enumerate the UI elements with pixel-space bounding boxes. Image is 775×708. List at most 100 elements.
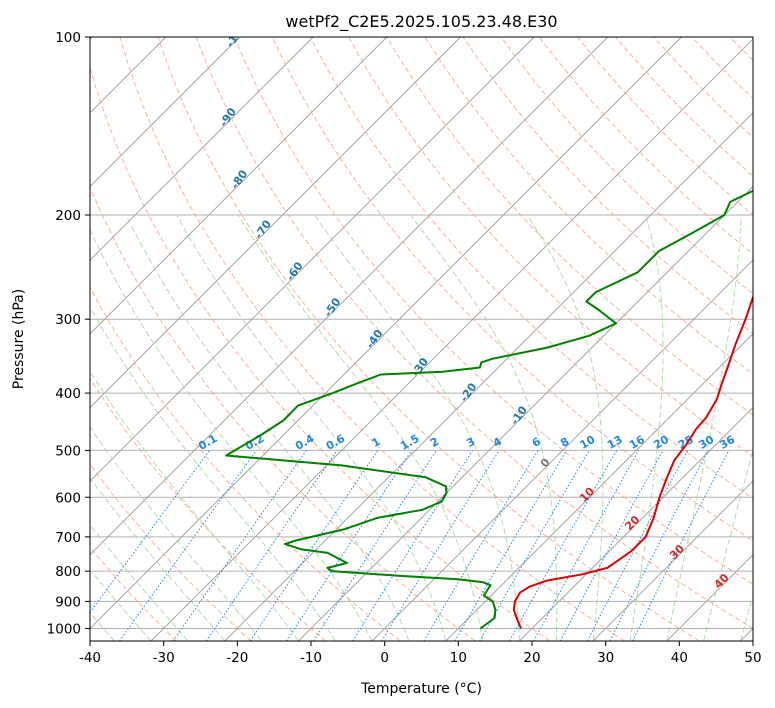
mixing-ratio-line	[609, 450, 709, 641]
mixing-ratio-line	[172, 450, 307, 641]
dry-adiabat-line	[195, 37, 753, 630]
x-tick-label: -30	[153, 650, 175, 666]
dry-adiabat-line	[348, 37, 753, 457]
mixing-ratio-label: 0.4	[293, 432, 317, 453]
dry-adiabat-line	[462, 37, 753, 335]
x-tick-label: -40	[79, 650, 101, 666]
moist-adiabat-line	[90, 305, 336, 641]
mixing-ratio-label: 30	[697, 433, 717, 452]
isotherm-line	[592, 480, 753, 641]
moist-adiabat-line	[90, 477, 226, 641]
mixing-ratio-line	[509, 450, 618, 641]
y-tick-label: 300	[55, 312, 81, 328]
plot-frame	[89, 36, 754, 642]
isotherm-line	[224, 112, 753, 641]
dry-adiabat-line	[691, 37, 753, 100]
chart-title: wetPf2_C2E5.2025.105.23.48.E30	[285, 12, 557, 32]
dry-adiabat-label: -80	[228, 167, 250, 191]
isotherm-line	[90, 37, 609, 556]
dry-adiabat-label: -70	[252, 217, 274, 241]
dry-adiabat-line	[119, 37, 625, 641]
mixing-ratio-line	[559, 450, 664, 641]
mixing-ratio-label: 0.1	[196, 432, 219, 453]
dry-adiabat-line	[90, 286, 401, 641]
dry-adiabat-line	[90, 377, 327, 641]
mixing-ratio-label: 16	[627, 433, 647, 452]
moist-adiabat-label: 40	[712, 571, 732, 591]
moist-adiabat-line	[314, 214, 520, 641]
mixing-ratio-line	[205, 450, 338, 641]
dry-adiabat-line	[90, 463, 252, 641]
y-tick-label: 700	[55, 530, 81, 546]
isotherm-line	[90, 37, 240, 188]
mixing-ratio-line	[381, 450, 500, 641]
dry-adiabat-line	[271, 37, 753, 542]
dry-adiabat-line	[90, 66, 551, 641]
moist-adiabat-line	[526, 214, 604, 641]
y-tick-label: 100	[55, 30, 81, 46]
mixing-ratio-line	[249, 450, 379, 641]
moist-adiabat-line	[703, 448, 753, 641]
isotherm-line	[445, 333, 753, 641]
isotherm-line	[519, 406, 753, 641]
dry-adiabat-line	[90, 546, 177, 641]
y-tick-label: 600	[55, 490, 81, 506]
moist-adiabat-line	[410, 214, 558, 641]
moist-adiabat-line	[237, 214, 484, 641]
moist-adiabat-line	[90, 426, 262, 641]
dry-adiabat-label: -30	[409, 355, 431, 379]
dry-adiabat-label: -40	[363, 327, 385, 351]
moist-adiabat-line	[666, 214, 742, 641]
plot-area: 0.1 0.2 0.4 0.6 1 1.5 2 3 4 6 8 10 13 16 20 25 30 36-100-…	[90, 20, 775, 641]
dry-adiabat-line	[500, 37, 753, 295]
dry-adiabat-line	[90, 185, 476, 641]
dry-adiabat-label: -20	[457, 380, 479, 404]
dry-adiabat-line	[615, 37, 753, 177]
isotherm-line	[740, 627, 753, 641]
y-tick-label: 400	[55, 386, 81, 402]
x-tick-label: 30	[597, 650, 614, 666]
x-tick-label: 10	[450, 650, 467, 666]
dry-adiabat-label: -60	[284, 259, 306, 283]
mixing-ratio-label: 20	[651, 433, 671, 452]
dry-adiabat-line	[310, 37, 753, 499]
moist-adiabat-label: 20	[622, 513, 642, 533]
x-axis-title: Temperature (°C)	[360, 681, 482, 697]
y-tick-label: 1000	[47, 621, 81, 637]
isotherm-line	[90, 37, 682, 630]
y-tick-label: 200	[55, 208, 81, 224]
dry-adiabat-line	[233, 37, 753, 585]
dry-adiabat-label: -90	[217, 105, 239, 129]
moist-adiabat-line	[90, 370, 299, 641]
mixing-ratio-label: 1.5	[398, 432, 421, 453]
isotherm-line	[90, 37, 461, 409]
dry-adiabat-label: -100	[223, 20, 250, 50]
mixing-ratio-line	[119, 450, 257, 641]
isotherm-line	[90, 37, 535, 482]
x-tick-label: 0	[380, 650, 389, 666]
x-tick-label: 20	[523, 650, 540, 666]
mixing-ratio-line	[286, 450, 413, 641]
dry-adiabat-label: -50	[321, 295, 343, 319]
isotherm-line	[371, 259, 753, 641]
moist-adiabat-line	[125, 214, 410, 641]
x-tick-label: -10	[300, 650, 322, 666]
y-tick-label: 800	[55, 564, 81, 580]
mixing-ratio-line	[90, 450, 211, 614]
isotherm-line	[150, 38, 753, 641]
temperature-profile-line	[512, 294, 753, 629]
mixing-ratio-line	[352, 450, 474, 641]
mixing-ratio-line	[533, 450, 640, 641]
mixing-ratio-line	[586, 450, 689, 641]
mixing-ratio-line	[454, 450, 568, 641]
y-tick-label: 500	[55, 443, 81, 459]
dry-adiabat-line	[768, 37, 775, 641]
moist-adiabat-line	[90, 568, 152, 641]
mixing-ratio-label: 36	[717, 433, 737, 452]
isotherm-line	[90, 37, 388, 335]
dry-adiabat-line	[424, 37, 753, 375]
mixing-ratio-label: 13	[605, 433, 625, 452]
mixing-ratio-label: 1	[370, 435, 383, 450]
moist-adiabat-label: 10	[577, 485, 597, 505]
